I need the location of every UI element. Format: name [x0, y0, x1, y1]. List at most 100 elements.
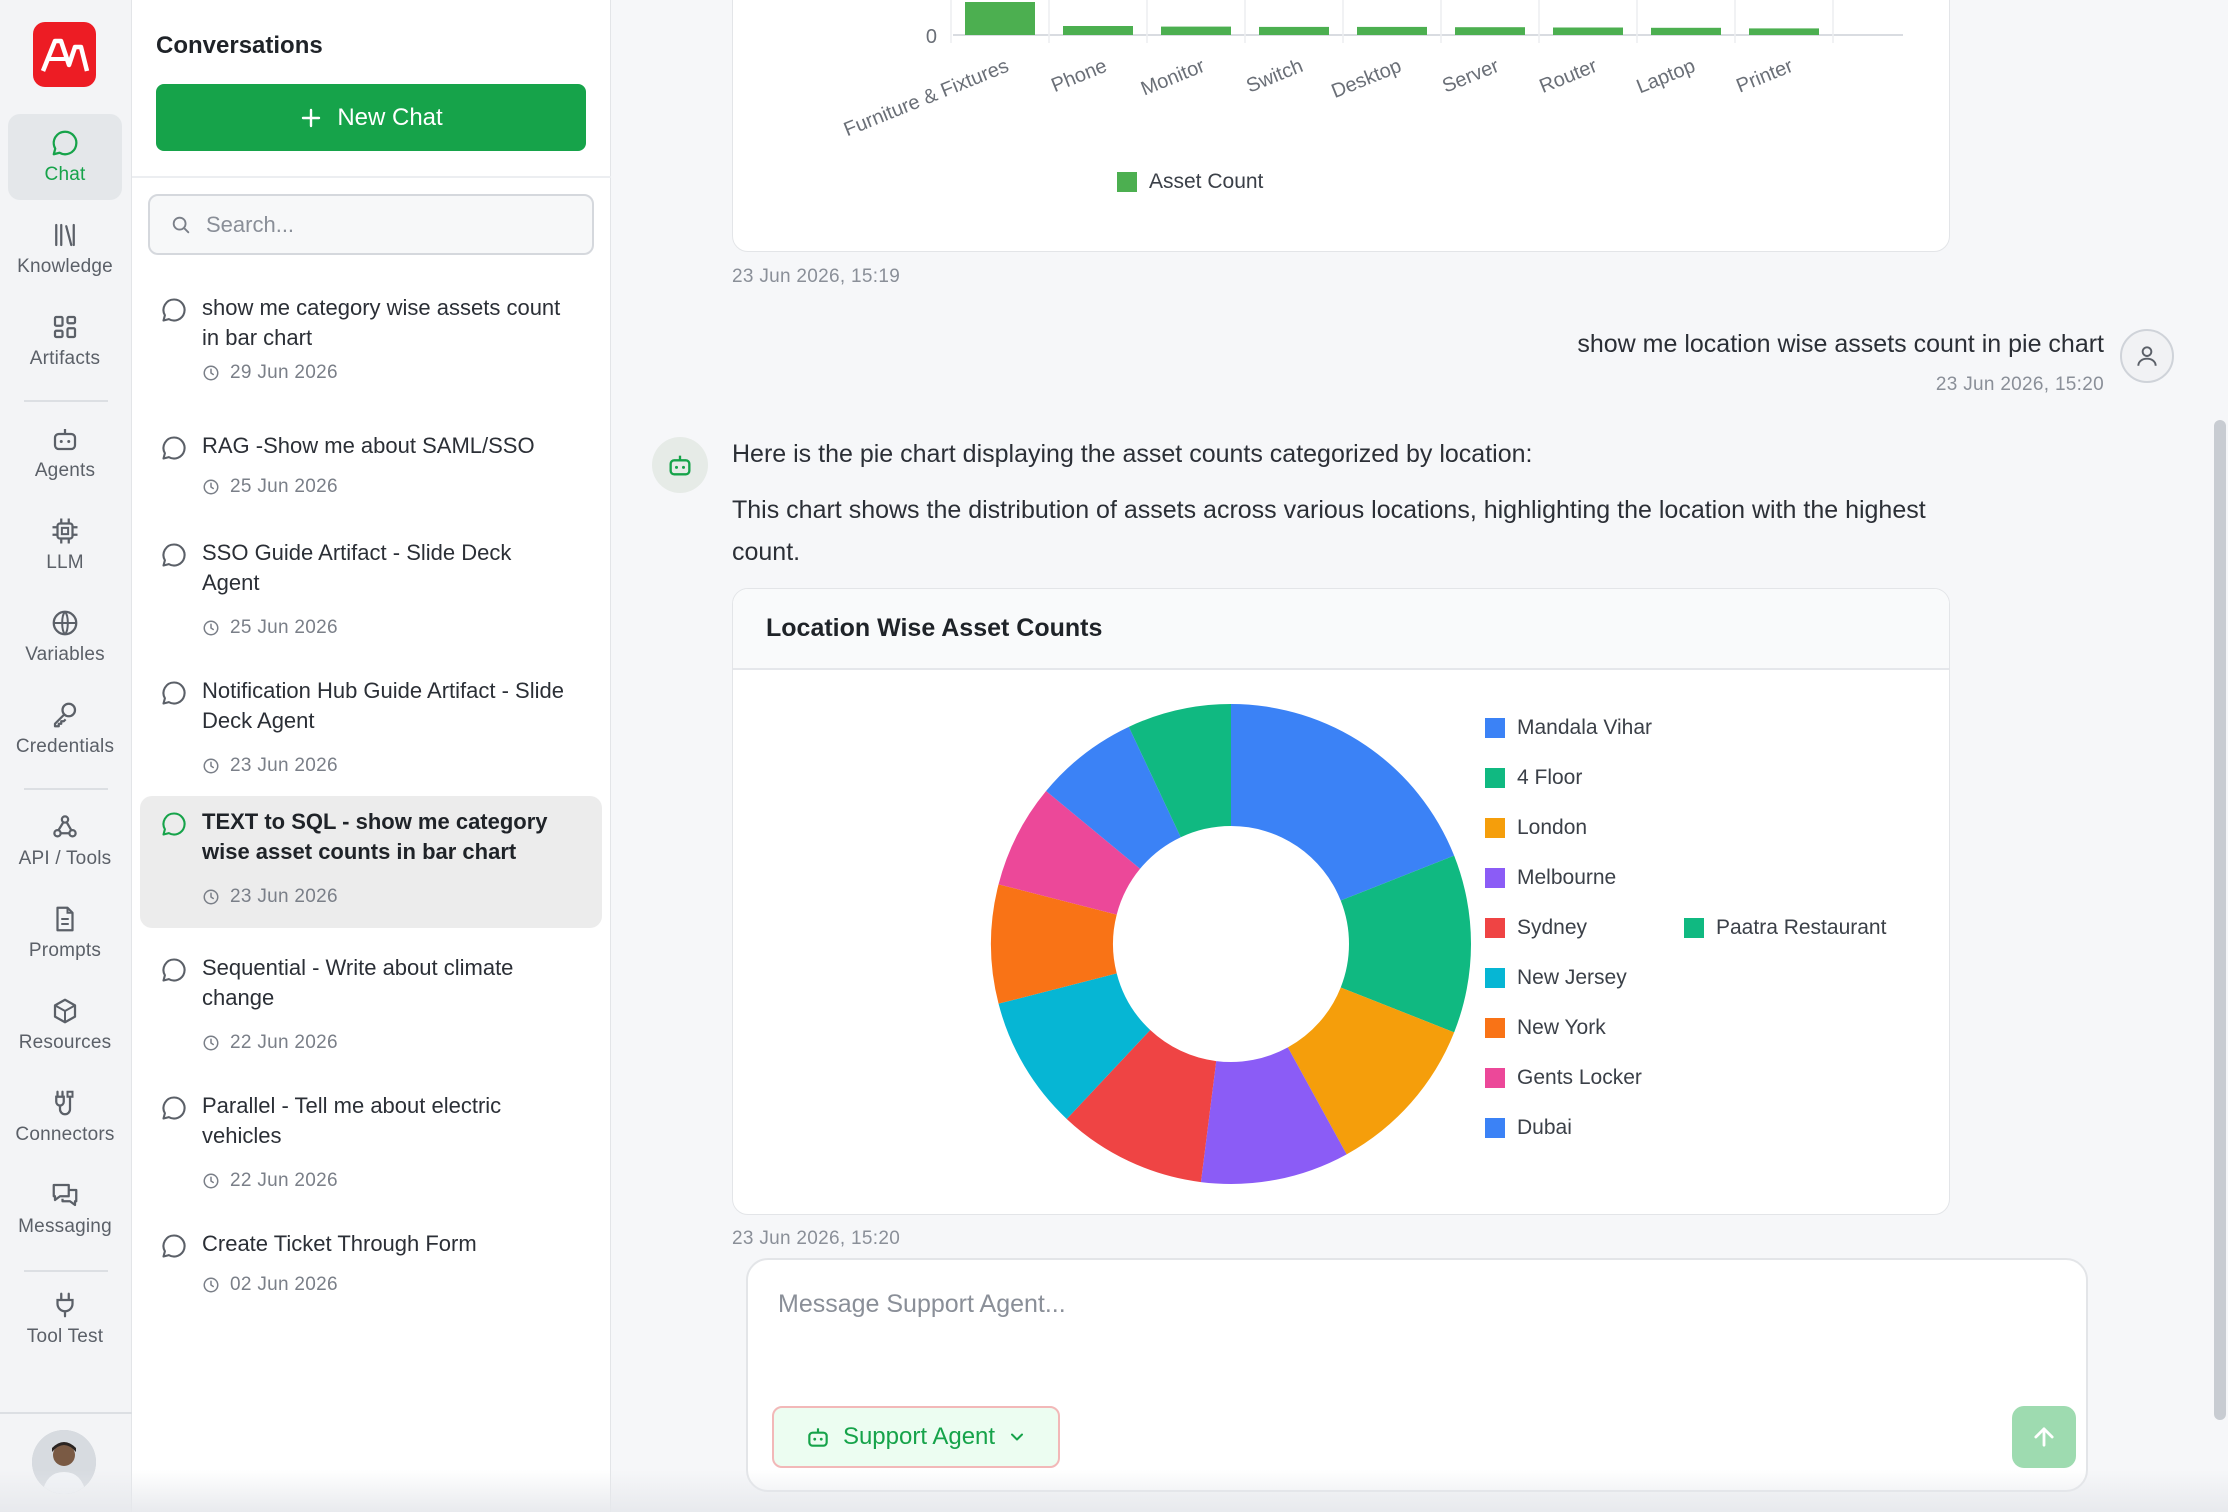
conversation-item[interactable]: Parallel - Tell me about electric vehicl…	[140, 1080, 602, 1196]
legend-label: Mandala Vihar	[1517, 716, 1653, 739]
message-input[interactable]	[778, 1290, 2048, 1350]
conversation-date: 25 Jun 2026	[202, 617, 338, 639]
rail-divider	[0, 1412, 132, 1414]
library-icon	[55, 223, 75, 247]
bar[interactable]	[1455, 27, 1525, 35]
legend-item[interactable]: Gents Locker	[1485, 1066, 1642, 1090]
rail-item-connectors[interactable]: Connectors	[8, 1074, 122, 1160]
pie-slice[interactable]	[1231, 704, 1455, 901]
rail-item-label: LLM	[46, 552, 84, 573]
rail-item-resources[interactable]: Resources	[8, 982, 122, 1068]
pie-slice[interactable]	[991, 884, 1117, 1004]
legend-item[interactable]: Dubai	[1485, 1116, 1572, 1140]
search-input[interactable]	[206, 211, 586, 238]
pie-slice[interactable]	[1046, 726, 1181, 869]
chat-icon	[160, 1232, 188, 1260]
conversation-item[interactable]: Sequential - Write about climate change 2…	[140, 942, 602, 1058]
rail-item-artifacts[interactable]: Artifacts	[8, 298, 122, 384]
conversation-date-text: 23 Jun 2026	[230, 755, 338, 776]
conversation-title: show me category wise assets count in ba…	[202, 295, 561, 350]
conversation-item[interactable]: SSO Guide Artifact - Slide Deck Agent 25 …	[140, 527, 602, 643]
bar[interactable]	[965, 2, 1035, 35]
rail-divider	[24, 1270, 108, 1272]
bar[interactable]	[1651, 27, 1721, 35]
cable-icon	[55, 1090, 74, 1116]
bar[interactable]	[1553, 27, 1623, 36]
legend-label: Paatra Restaurant	[1716, 916, 1887, 939]
conversation-item[interactable]: Create Ticket Through Form 02 Jun 2026	[140, 1218, 602, 1296]
app-logo[interactable]	[33, 22, 96, 87]
clock-icon	[203, 889, 219, 905]
clock-icon	[203, 1277, 219, 1293]
legend-swatch	[1485, 1018, 1505, 1038]
rail-item-label: Variables	[25, 644, 105, 665]
logo-icon	[40, 38, 89, 72]
user-icon	[2120, 329, 2174, 383]
conversation-date-text: 02 Jun 2026	[230, 1274, 338, 1295]
conversation-date: 23 Jun 2026	[202, 755, 338, 777]
legend-item[interactable]: Mandala Vihar	[1485, 716, 1652, 740]
rail-item-label: API / Tools	[18, 848, 112, 869]
legend-swatch	[1485, 918, 1505, 938]
bar[interactable]	[1749, 28, 1819, 35]
webhook-icon	[53, 815, 77, 838]
bar[interactable]	[1063, 26, 1133, 35]
rail-item-agents[interactable]: Agents	[8, 410, 122, 496]
conversation-item[interactable]: show me category wise assets count in ba…	[140, 282, 602, 398]
bar[interactable]	[1161, 26, 1231, 35]
pie-slice[interactable]	[1200, 1047, 1347, 1184]
conversation-date-text: 23 Jun 2026	[230, 886, 338, 907]
clock-icon	[203, 758, 219, 774]
chat-icon	[160, 810, 188, 838]
rail-item-llm[interactable]: LLM	[8, 502, 122, 588]
icon-rail: Chat Knowledge Artifacts Agents LLM Variables…	[0, 0, 132, 1512]
agent-selector[interactable]: Support Agent	[772, 1406, 1060, 1468]
pie-slice[interactable]	[1128, 704, 1231, 838]
rail-item-credentials[interactable]: Credentials	[8, 686, 122, 772]
pie-slice[interactable]	[1340, 855, 1471, 1033]
chat-icon	[160, 1094, 188, 1122]
conversation-date: 22 Jun 2026	[202, 1032, 338, 1054]
pie-slice[interactable]	[1066, 1030, 1217, 1183]
scrollbar[interactable]	[2214, 420, 2226, 1420]
rail-item-knowledge[interactable]: Knowledge	[8, 206, 122, 292]
user-avatar[interactable]	[32, 1430, 96, 1494]
conversations-title: Conversations	[156, 32, 323, 59]
legend-item[interactable]: 4 Floor	[1485, 766, 1582, 790]
pie-slice[interactable]	[1287, 987, 1455, 1155]
legend-swatch	[1684, 918, 1704, 938]
conversation-date-text: 22 Jun 2026	[230, 1170, 338, 1191]
conversation-item[interactable]: Notification Hub Guide Artifact - Slide …	[140, 665, 602, 781]
rail-item-messaging[interactable]: Messaging	[8, 1166, 122, 1252]
new-chat-button[interactable]: New Chat	[156, 84, 586, 151]
legend-item[interactable]: Sydney	[1485, 916, 1587, 940]
rail-item-variables[interactable]: Variables	[8, 594, 122, 680]
pie-slice[interactable]	[998, 973, 1151, 1119]
pie-slice[interactable]	[998, 791, 1141, 915]
legend-item[interactable]: Paatra Restaurant	[1684, 916, 1886, 940]
rail-item-chat[interactable]: Chat	[8, 114, 122, 200]
user-message: show me location wise assets count in pi…	[1577, 330, 2104, 358]
conversation-item[interactable]: TEXT to SQL - show me category wise asse…	[140, 796, 602, 928]
conversation-title: TEXT to SQL - show me category wise asse…	[202, 809, 548, 864]
rail-item-label: Credentials	[15, 736, 115, 757]
bar[interactable]	[1259, 26, 1329, 35]
clock-icon	[203, 479, 219, 495]
rail-divider	[24, 788, 108, 790]
bar[interactable]	[1357, 26, 1427, 35]
bar-legend: Asset Count	[1117, 170, 1263, 194]
bar-chart: 0	[926, 0, 1903, 48]
send-button[interactable]	[2012, 1406, 2076, 1468]
legend-item[interactable]: Melbourne	[1485, 866, 1616, 890]
rail-item-api-tools[interactable]: API / Tools	[8, 798, 122, 884]
agent-selector-label: Support Agent	[842, 1423, 996, 1450]
legend-item[interactable]: London	[1485, 816, 1587, 840]
clock-icon	[203, 365, 219, 381]
rail-item-tool-test[interactable]: Tool Test	[8, 1276, 122, 1362]
legend-item[interactable]: New York	[1485, 1016, 1606, 1040]
conversation-item[interactable]: RAG -Show me about SAML/SSO 25 Jun 2026	[140, 420, 602, 498]
conversation-title: RAG -Show me about SAML/SSO	[202, 433, 535, 458]
legend-item[interactable]: New Jersey	[1485, 966, 1627, 990]
rail-item-prompts[interactable]: Prompts	[8, 890, 122, 976]
conversation-date: 22 Jun 2026	[202, 1170, 338, 1192]
